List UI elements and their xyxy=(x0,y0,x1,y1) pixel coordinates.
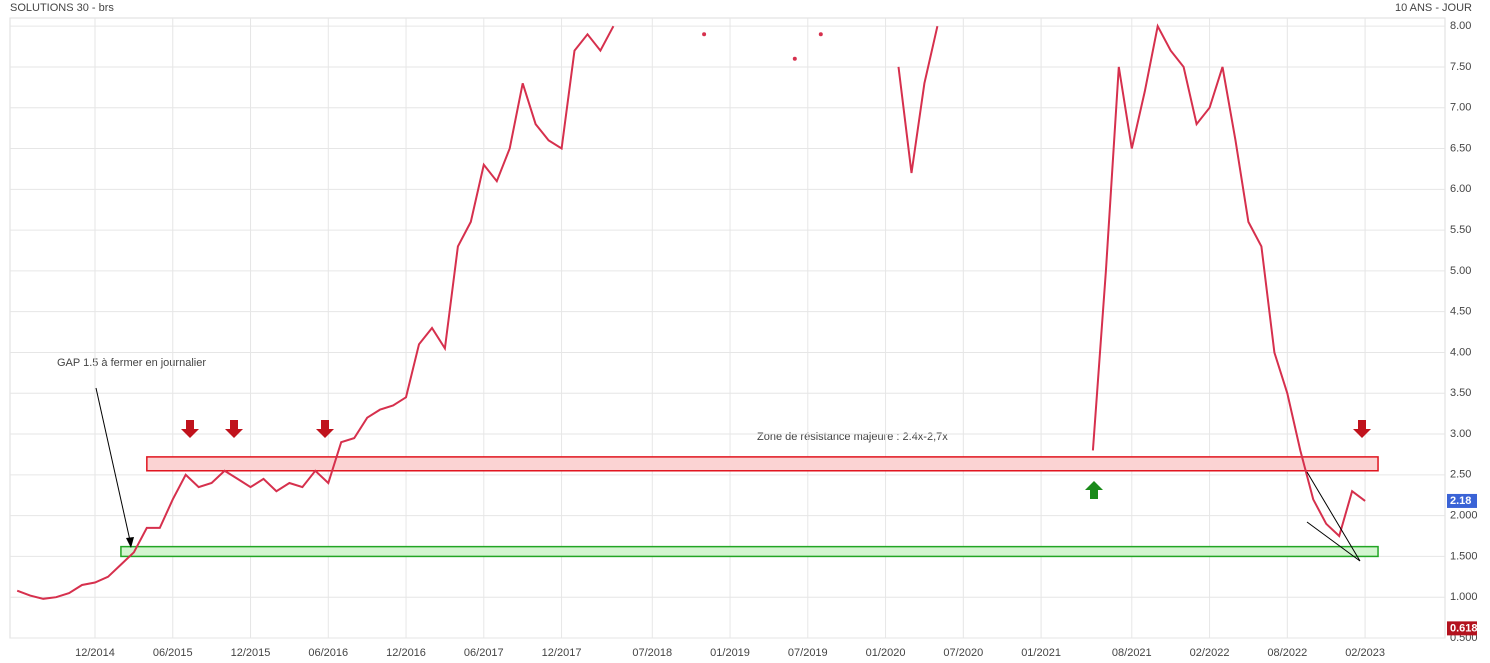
y-tick-label: 4.00 xyxy=(1450,346,1471,358)
y-tick-label: 2.50 xyxy=(1450,469,1471,481)
x-tick-label: 06/2015 xyxy=(153,647,193,659)
x-tick-label: 01/2021 xyxy=(1021,647,1061,659)
x-tick-label: 06/2017 xyxy=(464,647,504,659)
price-point xyxy=(702,32,707,37)
y-tick-label: 6.50 xyxy=(1450,142,1471,154)
x-tick-label: 07/2018 xyxy=(632,647,672,659)
y-tick-label: 7.50 xyxy=(1450,61,1471,73)
arrow xyxy=(1085,481,1103,499)
arrow xyxy=(316,420,334,438)
x-tick-label: 02/2022 xyxy=(1190,647,1230,659)
price-marker-label: 2.18 xyxy=(1450,495,1471,507)
x-tick-label: 01/2020 xyxy=(866,647,906,659)
wedge xyxy=(1306,471,1361,562)
x-tick-label: 12/2016 xyxy=(386,647,426,659)
y-tick-label: 3.50 xyxy=(1450,387,1471,399)
x-tick-label: 12/2017 xyxy=(542,647,582,659)
y-tick-label: 5.50 xyxy=(1450,224,1471,236)
x-tick-label: 06/2016 xyxy=(308,647,348,659)
x-tick-label: 12/2014 xyxy=(75,647,115,659)
pointer xyxy=(95,387,132,546)
price-marker xyxy=(1447,621,1477,636)
plot xyxy=(16,23,1379,600)
y-tick-label: 6.00 xyxy=(1450,183,1471,195)
y-tick-label: 5.00 xyxy=(1450,265,1471,277)
y-tick-label: 1.500 xyxy=(1450,550,1478,562)
price-marker-label: 0.618 xyxy=(1450,622,1478,634)
annotation: Zone de résistance majeure : 2.4x-2,7x xyxy=(757,431,948,443)
arrow xyxy=(225,420,243,438)
x-tick-label: 08/2021 xyxy=(1112,647,1152,659)
y-tick-label: 7.00 xyxy=(1450,102,1471,114)
chart-subtitle: 10 ANS - JOUR xyxy=(1395,2,1472,14)
pointer-head xyxy=(126,537,134,548)
price-line xyxy=(897,25,939,174)
zone xyxy=(146,456,1379,472)
y-tick-label: 8.00 xyxy=(1450,20,1471,32)
x-tick-label: 02/2023 xyxy=(1345,647,1385,659)
annotation: GAP 1.5 à fermer en journalier xyxy=(57,357,206,369)
y-tick-label: 1.000 xyxy=(1450,591,1478,603)
zone xyxy=(120,545,1379,558)
price-point xyxy=(818,32,823,37)
price-marker xyxy=(1447,493,1477,508)
x-tick-label: 12/2015 xyxy=(231,647,271,659)
chart-title: SOLUTIONS 30 - brs xyxy=(10,2,114,14)
x-tick-label: 07/2020 xyxy=(943,647,983,659)
x-tick-label: 07/2019 xyxy=(788,647,828,659)
x-tick-label: 08/2022 xyxy=(1267,647,1307,659)
arrow xyxy=(181,420,199,438)
y-tick-label: 2.000 xyxy=(1450,510,1478,522)
price-point xyxy=(792,56,797,61)
y-tick-label: 3.00 xyxy=(1450,428,1471,440)
price-line xyxy=(16,25,615,600)
y-tick-label: 4.50 xyxy=(1450,306,1471,318)
arrow xyxy=(1353,420,1371,438)
x-tick-label: 01/2019 xyxy=(710,647,750,659)
price-line xyxy=(1091,23,1366,538)
